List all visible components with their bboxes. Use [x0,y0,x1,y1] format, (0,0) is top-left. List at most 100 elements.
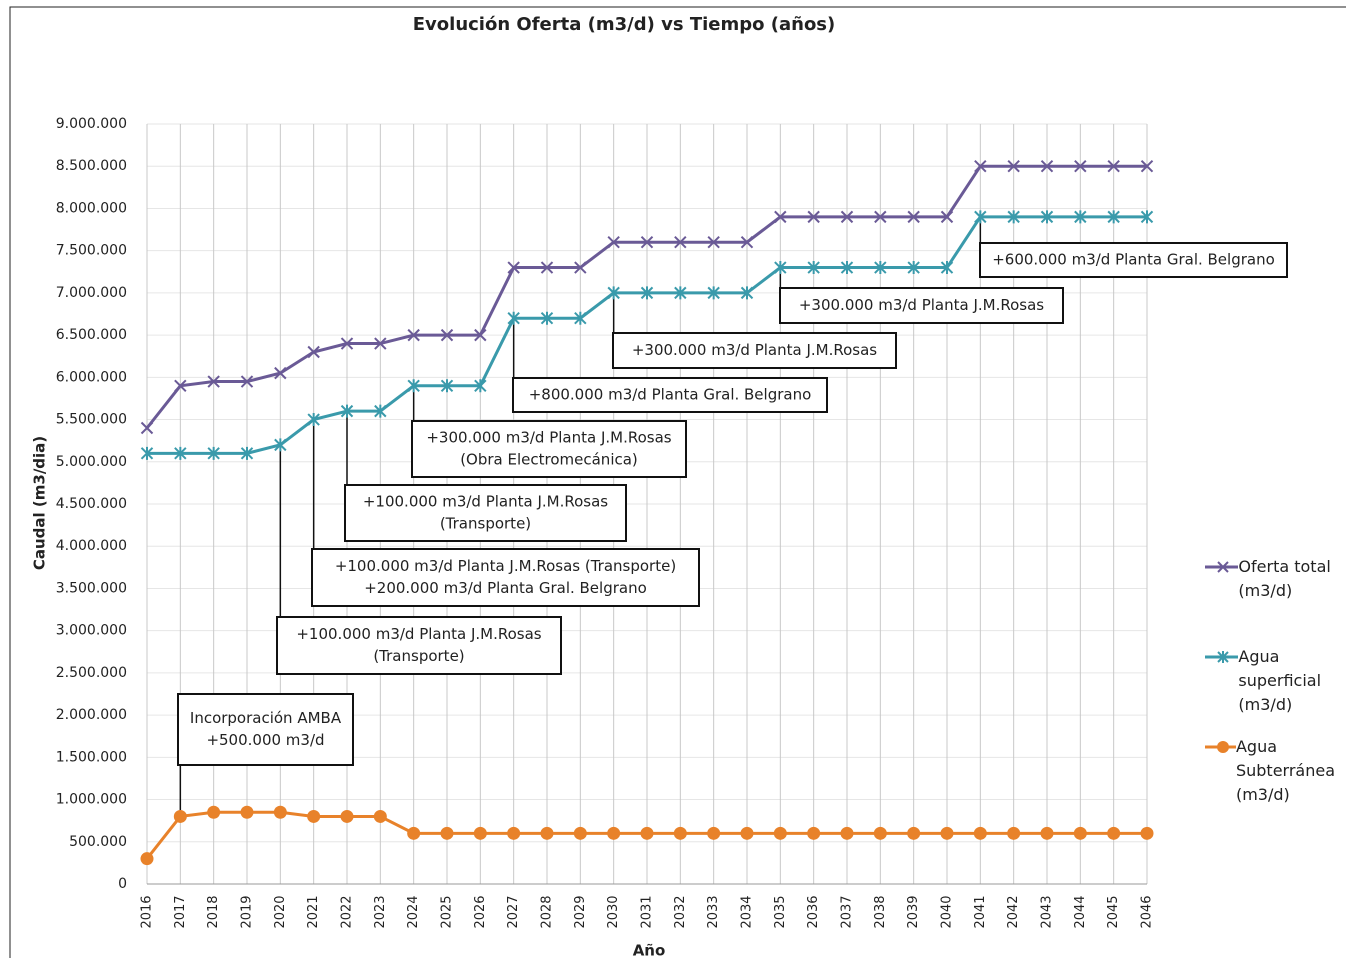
marker [307,345,320,359]
x-tick-label: 2033 [706,895,721,928]
annotation-box [311,548,700,607]
marker [274,438,287,452]
x-tick-label: 2018 [206,895,221,928]
legend-swatch [1205,651,1239,663]
legend-item: Agua Subterránea (m3/d) [1205,735,1335,807]
marker [240,446,254,460]
x-tick-label: 2023 [373,895,388,928]
marker [240,805,254,819]
marker [340,809,354,823]
annotation-text: +800.000 m3/d Planta Gral. Belgrano [529,386,812,404]
marker [707,286,720,300]
legend-label: Agua superficial (m3/d) [1238,647,1322,714]
marker [507,826,521,840]
marker [307,413,320,427]
x-tick-label: 2037 [840,895,855,928]
legend-label: Agua Subterránea (m3/d) [1235,737,1336,804]
annotation-box [979,242,1288,278]
marker [240,375,254,388]
marker [1040,826,1054,840]
x-tick-label: 2042 [1006,895,1021,928]
y-tick-label: 500.000 [69,834,127,850]
marker [173,809,187,823]
marker [707,826,721,840]
marker [673,826,687,840]
x-tick-label: 2041 [973,895,988,928]
marker [407,826,421,840]
annotation-box [344,484,627,542]
legend-item: Agua superficial (m3/d) [1205,645,1335,717]
marker [1107,826,1121,840]
marker [874,210,887,224]
marker [640,826,654,840]
x-tick-label: 2031 [640,895,655,928]
x-tick-label: 2030 [606,895,621,928]
x-tick-label: 2019 [240,895,255,928]
marker [607,236,620,249]
marker [1073,826,1087,840]
marker [440,328,454,342]
x-tick-label: 2016 [140,895,155,928]
marker [707,236,720,249]
annotation-text: +300.000 m3/d Planta J.M.Rosas [632,341,877,359]
marker [540,261,554,274]
x-tick-label: 2029 [573,895,588,928]
x-tick-label: 2038 [873,895,888,928]
x-tick-label: 2035 [773,895,788,928]
legend-marker [1217,741,1229,753]
marker [507,311,520,325]
legend-item: Oferta total (m3/d) [1205,555,1335,603]
marker [207,805,221,819]
x-tick-label: 2022 [340,895,355,928]
y-tick-label: 4.500.000 [56,496,127,512]
y-tick-label: 3.000.000 [56,623,127,639]
marker [1007,210,1020,224]
annotation-text: (Obra Electromecánica) [460,451,638,469]
annotation-box [512,377,828,413]
marker [674,236,687,249]
marker [573,826,587,840]
marker [740,286,754,300]
y-tick-label: 5.000.000 [56,454,127,470]
marker [607,826,621,840]
marker [340,404,354,418]
marker [907,261,920,275]
x-tick-label: 2046 [1140,895,1155,928]
x-axis-title: Año [633,942,666,958]
marker [740,826,754,840]
x-tick-label: 2044 [1073,895,1088,928]
marker [440,826,454,840]
annotation-text: (Transporte) [440,515,531,533]
y-tick-label: 6.000.000 [56,369,127,385]
annotation-box [612,332,897,369]
x-tick-label: 2021 [306,895,321,928]
marker [807,210,820,224]
chart-frame [9,6,1346,958]
legend-marker [1217,561,1229,573]
annotation-text: Incorporación AMBA [190,709,342,727]
marker [407,328,420,342]
marker [607,286,620,300]
legend-swatch [1205,561,1239,573]
chart-title: Evolución Oferta (m3/d) vs Tiempo (años) [413,14,836,35]
legend-swatch [1205,741,1236,753]
marker [1040,160,1054,173]
y-tick-label: 7.500.000 [56,243,127,259]
y-tick-label: 3.500.000 [56,580,127,596]
marker [574,311,587,325]
marker [874,261,887,275]
marker [474,328,487,342]
legend-label: Oferta total (m3/d) [1238,557,1331,600]
annotation-text: +100.000 m3/d Planta J.M.Rosas [296,625,541,643]
marker [307,809,321,823]
y-tick-label: 5.500.000 [56,412,127,428]
marker [1140,826,1154,840]
x-tick-label: 2025 [440,895,455,928]
marker [940,826,954,840]
marker [974,210,987,224]
marker [274,366,287,380]
marker [774,210,787,224]
annotation-box [411,420,687,478]
